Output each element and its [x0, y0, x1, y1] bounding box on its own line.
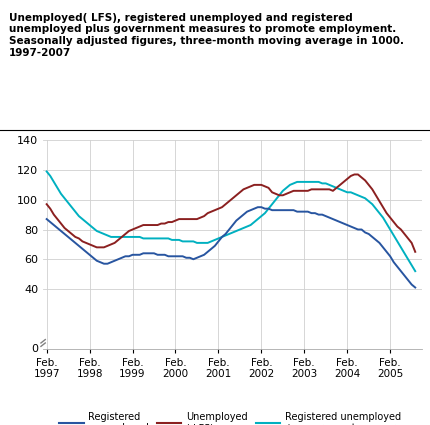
Text: Unemployed( LFS), registered unemployed and registered
unemployed plus governmen: Unemployed( LFS), registered unemployed … — [9, 13, 402, 57]
Legend: Registered
unemployed, Unemployed
( LFS), Registered unemployed
+ government mea: Registered unemployed, Unemployed ( LFS)… — [59, 412, 405, 425]
